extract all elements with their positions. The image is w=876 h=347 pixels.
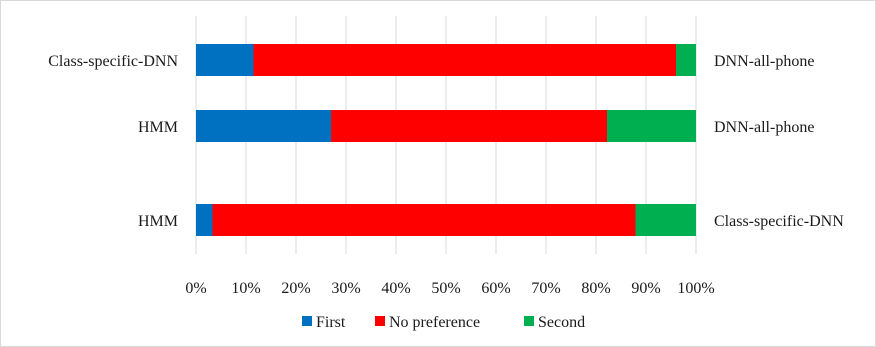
category-label-right: DNN-all-phone [714, 53, 814, 70]
legend-label: Second [538, 314, 585, 331]
bar-no-preference [253, 44, 676, 76]
category-label-right: DNN-all-phone [714, 119, 814, 136]
x-tick-label: 30% [331, 280, 360, 297]
category-label-left: HMM [138, 213, 178, 230]
bar-no-preference [331, 110, 607, 142]
x-tick-label: 50% [431, 280, 460, 297]
bar-first [196, 204, 213, 236]
bar-first [196, 110, 331, 142]
legend-label: First [316, 314, 346, 331]
x-tick-label: 10% [231, 280, 260, 297]
category-label-left: HMM [138, 119, 178, 136]
bar-second [635, 204, 696, 236]
legend-swatch [375, 316, 385, 326]
x-tick-label: 70% [531, 280, 560, 297]
x-tick-label: 20% [281, 280, 310, 297]
x-tick-label: 40% [381, 280, 410, 297]
x-tick-label: 0% [185, 280, 206, 297]
x-tick-label: 80% [581, 280, 610, 297]
legend-swatch [524, 316, 534, 326]
x-tick-label: 90% [631, 280, 660, 297]
bar-no-preference [212, 204, 636, 236]
bar-second [676, 44, 696, 76]
bar-first [196, 44, 254, 76]
legend-label: No preference [389, 314, 480, 331]
category-label-right: Class-specific-DNN [714, 213, 844, 230]
x-tick-label: 60% [481, 280, 510, 297]
category-label-left: Class-specific-DNN [48, 53, 178, 70]
bar-second [607, 110, 696, 142]
legend-swatch [302, 316, 312, 326]
x-tick-label: 100% [677, 280, 714, 297]
